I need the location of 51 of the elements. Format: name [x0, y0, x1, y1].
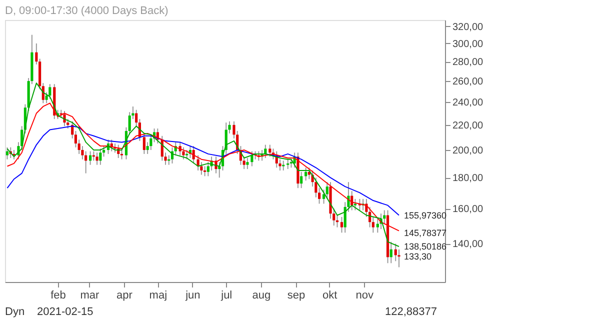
text: Dyn: [5, 306, 25, 318]
line-series: [6, 82, 400, 248]
x-tick-label: jun: [184, 290, 200, 302]
candlestick: [120, 149, 124, 160]
candlestick: [6, 146, 9, 160]
annotation: 155,97360: [404, 210, 447, 220]
annotation: 145,78377: [404, 228, 447, 238]
candlestick: [142, 132, 146, 154]
candlestick: [182, 146, 185, 160]
candlestick: [268, 144, 272, 158]
candlestick: [300, 171, 303, 189]
y-tick-label: 240,00: [452, 98, 484, 109]
x-tick-label: maj: [149, 290, 168, 302]
x-tick-label: feb: [50, 290, 66, 302]
candlestick: [96, 152, 98, 166]
y-tick-label: 200,00: [452, 145, 484, 156]
x-tick-label: mar: [80, 290, 100, 302]
y-tick-label: 180,00: [452, 173, 484, 184]
chart-title: D, 09:00-17:30 (4000 Days Back): [5, 5, 168, 17]
candlestick: [390, 241, 392, 264]
y-tick-label: 280,00: [452, 57, 484, 68]
candlestick: [186, 149, 188, 160]
y-tick-label: 300,00: [452, 38, 484, 50]
annotation: 133,30: [404, 252, 432, 262]
candlestick: [326, 182, 328, 200]
candlestick: [286, 158, 290, 170]
candlestick: [354, 198, 357, 211]
line-series: [6, 126, 400, 216]
candlestick: [203, 166, 206, 177]
text: 2021-02-15: [37, 306, 94, 318]
candlestick: [99, 148, 102, 166]
x-tick-label: aug: [252, 290, 271, 302]
text: 122,88377: [385, 306, 437, 318]
x-tick-label: jul: [220, 290, 232, 302]
x-tick-label: nov: [356, 290, 374, 302]
y-tick-label: 320,00: [452, 22, 484, 33]
x-tick-label: okt: [322, 290, 338, 302]
y-tick-label: 140,00: [452, 239, 484, 250]
candlestick: [340, 216, 344, 234]
y-tick-label: 160,00: [452, 204, 484, 216]
y-tick-label: 260,00: [452, 76, 484, 88]
candlestick: [48, 84, 52, 100]
candlestick: [264, 144, 267, 158]
y-tick-label: 220,00: [452, 120, 484, 132]
annotation: 138,50186: [404, 242, 447, 252]
line-series: [6, 102, 400, 232]
candlestick: [246, 157, 249, 170]
candlestick: [63, 110, 66, 127]
x-tick-label: apr: [116, 290, 133, 302]
candlestick: [150, 134, 152, 150]
x-tick-label: sep: [287, 290, 306, 302]
